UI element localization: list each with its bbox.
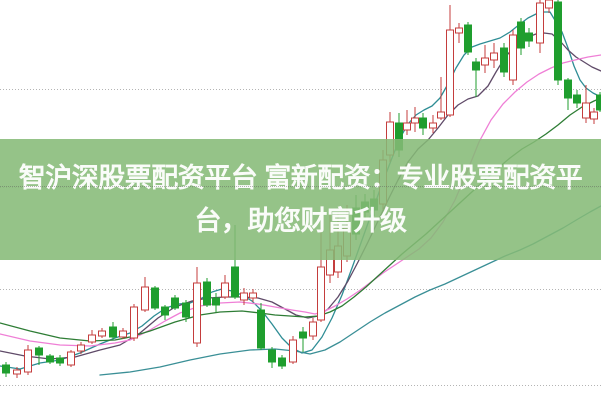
candle-body-down	[35, 347, 43, 356]
candle-body-down	[2, 364, 10, 374]
candle-body-up	[309, 321, 317, 337]
candle-body-down	[419, 117, 427, 129]
candle-body-down	[151, 287, 159, 309]
candle-body-down	[268, 349, 276, 363]
candle-body-up	[119, 330, 127, 338]
candle-body-down	[554, 1, 562, 81]
candle-body-up	[536, 2, 544, 44]
candle-body-up	[545, 0, 553, 9]
banner-title-line1: 智沪深股票配资平台 富新配资：专业股票配资平	[18, 162, 583, 193]
candle-body-up	[77, 344, 85, 352]
candle-body-down	[525, 32, 533, 42]
candle-body-down	[46, 355, 54, 363]
candle-body-up	[67, 351, 75, 366]
candle-body-up	[193, 282, 201, 344]
candle-body-down	[231, 266, 239, 298]
candle-body-up	[509, 34, 517, 81]
candle-body-down	[203, 281, 211, 306]
candle-body-down	[161, 306, 169, 316]
candle-body-up	[411, 117, 419, 124]
candle-body-up	[98, 330, 106, 337]
candle-body-up	[130, 306, 138, 339]
candle-body-up	[240, 292, 248, 301]
gridline-through-banner	[0, 186, 601, 187]
candle-body-down	[517, 21, 525, 49]
candle-body-down	[278, 357, 286, 367]
candle-body-down	[171, 297, 179, 309]
candle-body-up	[455, 27, 463, 34]
candle-body-up	[221, 282, 229, 298]
candle-body-up	[88, 334, 96, 343]
candle-body-down	[257, 309, 265, 349]
candle-body-up	[24, 349, 32, 373]
candle-body-up	[481, 57, 489, 66]
candle-body-down	[472, 61, 480, 71]
candle-body-up	[403, 122, 411, 131]
candle-body-up	[429, 122, 437, 129]
candle-body-up	[249, 292, 257, 299]
candle-body-up	[13, 369, 21, 375]
candle-body-down	[182, 302, 190, 318]
candle-body-up	[317, 266, 325, 321]
candle-body-up	[437, 111, 445, 119]
candle-body-down	[596, 94, 601, 111]
candle-body-up	[141, 286, 149, 311]
candle-body-down	[573, 94, 581, 104]
candle-body-up	[446, 29, 454, 116]
candle-body-down	[56, 357, 64, 364]
candle-body-down	[109, 326, 117, 338]
candle-body-up	[590, 111, 598, 120]
candle-body-down	[212, 297, 220, 306]
candle-body-up	[490, 52, 498, 61]
candle-body-up	[582, 102, 590, 119]
candle-body-down	[564, 79, 572, 99]
candle-body-down	[299, 331, 307, 339]
candle-body-up	[289, 339, 297, 363]
ma-magenta	[0, 54, 601, 347]
banner-title-line2: 台，助您财富升级	[194, 205, 408, 236]
promo-banner: 智沪深股票配资平台 富新配资：专业股票配资平 台，助您财富升级	[0, 139, 601, 260]
candle-body-down	[500, 47, 508, 73]
candle-body-down	[464, 24, 472, 53]
